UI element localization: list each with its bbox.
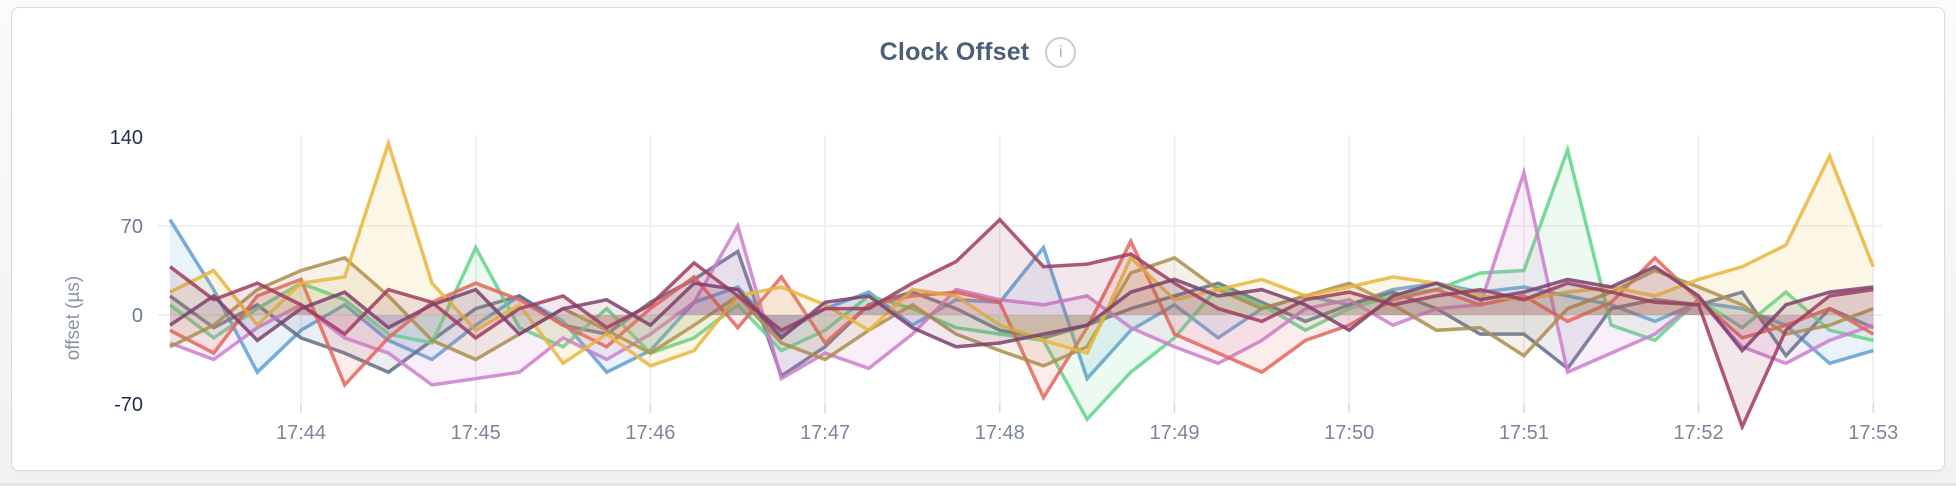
series-group [168, 137, 1875, 430]
series-area-host-blue [170, 219, 1874, 379]
x-tick-label-17:48: 17:48 [975, 422, 1025, 444]
next-card-top-edge [0, 483, 1956, 486]
series-area-host-maroon [170, 219, 1874, 427]
plot-area[interactable] [170, 135, 1882, 404]
series-line-host-plum [169, 264, 1874, 354]
card-header: Clock Offset i [12, 32, 1944, 72]
y-tick-label-70: 70 [121, 216, 143, 238]
y-tick-label-140: 140 [110, 127, 143, 149]
series-area-host-red [170, 241, 1874, 398]
x-tick-label-17:45: 17:45 [451, 422, 501, 444]
series-line-host-maroon [168, 217, 1874, 430]
y-tick-label-0: 0 [132, 305, 143, 327]
x-tick-label-17:47: 17:47 [800, 422, 850, 444]
series-area-host-gold [170, 143, 1874, 366]
info-icon[interactable]: i [1045, 36, 1077, 68]
x-tick-label-17:46: 17:46 [625, 422, 675, 444]
series-line-host-olive [169, 255, 1874, 368]
x-tick-label-17:49: 17:49 [1149, 422, 1199, 444]
series-line-host-orchid [169, 165, 1874, 387]
x-tick-label-17:52: 17:52 [1674, 422, 1724, 444]
series-line-host-red [169, 237, 1875, 402]
series-area-host-olive [170, 257, 1874, 366]
y-tick-label--70: -70 [114, 394, 143, 416]
x-tick-label-17:51: 17:51 [1499, 422, 1549, 444]
x-tick-label-17:44: 17:44 [276, 422, 326, 444]
x-tick-label-17:50: 17:50 [1324, 422, 1374, 444]
series-area-host-orchid [170, 172, 1874, 385]
series-area-host-green [170, 149, 1874, 420]
chart-title: Clock Offset [879, 37, 1030, 66]
series-line-host-gold [169, 137, 1875, 368]
x-tick-label-17:53: 17:53 [1848, 422, 1898, 444]
